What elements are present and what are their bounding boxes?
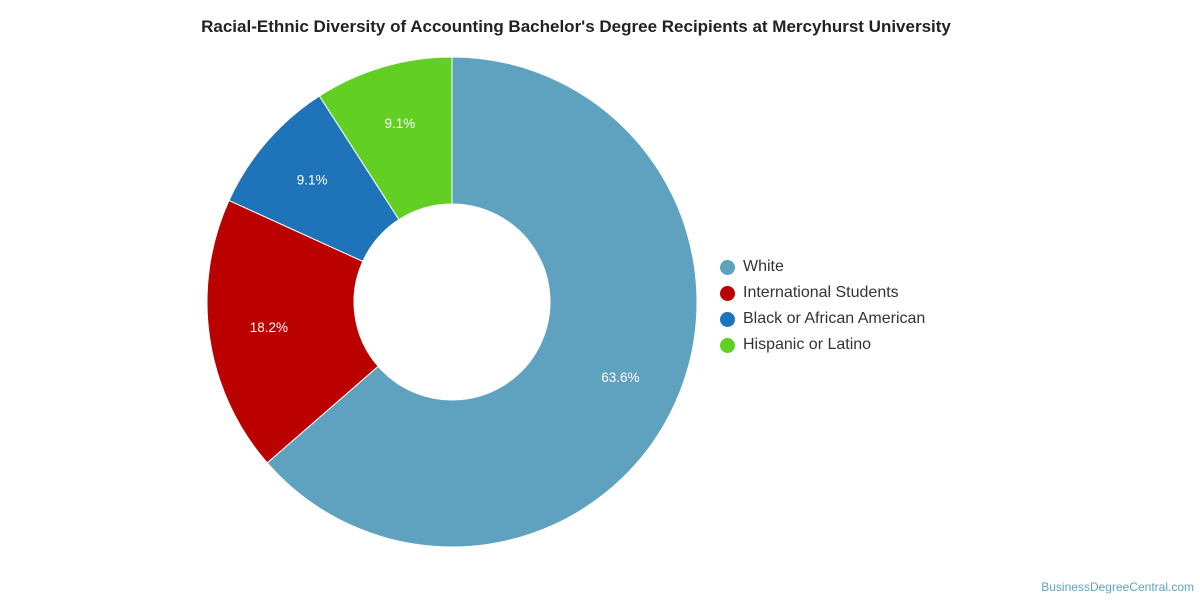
legend-swatch-black-or-african-american <box>720 311 735 327</box>
slice-label-hispanic-or-latino: 9.1% <box>384 116 415 131</box>
chart-legend: White International Students Black or Af… <box>720 254 925 358</box>
legend-label-black-or-african-american: Black or African American <box>743 310 926 327</box>
legend-swatch-international-students <box>720 285 735 301</box>
legend-swatch-white <box>720 259 735 275</box>
legend-item-international-students[interactable]: International Students <box>720 280 925 306</box>
legend-item-hispanic-or-latino[interactable]: Hispanic or Latino <box>720 332 925 358</box>
watermark[interactable]: BusinessDegreeCentral.com <box>1041 580 1194 594</box>
chart-title: Racial-Ethnic Diversity of Accounting Ba… <box>201 17 951 36</box>
legend-label-white: White <box>743 258 784 275</box>
legend-item-black-or-african-american[interactable]: Black or African American <box>720 306 925 332</box>
slice-label-international-students: 18.2% <box>250 320 288 335</box>
legend-swatch-hispanic-or-latino <box>720 337 735 353</box>
legend-label-international-students: International Students <box>743 284 899 301</box>
legend-item-white[interactable]: White <box>720 254 925 280</box>
slice-international-students[interactable] <box>206 199 379 464</box>
legend-label-hispanic-or-latino: Hispanic or Latino <box>743 336 872 353</box>
slice-white[interactable] <box>266 56 698 548</box>
slice-label-black-or-african-american: 9.1% <box>297 173 328 188</box>
slice-hispanic-or-latino[interactable] <box>318 56 453 221</box>
slice-label-white: 63.6% <box>601 370 639 385</box>
